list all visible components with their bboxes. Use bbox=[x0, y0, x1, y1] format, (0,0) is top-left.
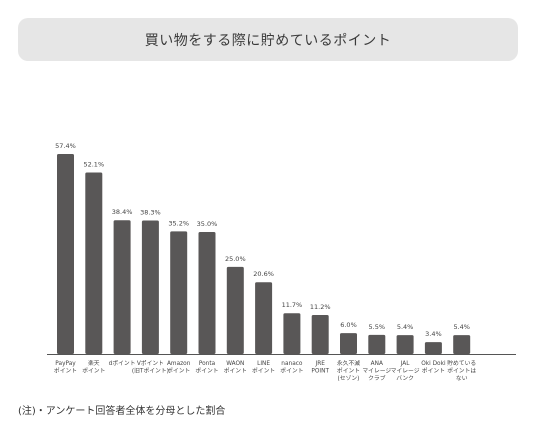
category-label-5: Ponta ポイント bbox=[195, 361, 218, 375]
value-label-10: 6.0% bbox=[340, 321, 357, 329]
value-label-4: 35.2% bbox=[168, 219, 189, 227]
category-label-13: Oki Doki ポイント bbox=[421, 361, 446, 375]
bar-7 bbox=[255, 282, 273, 354]
footnote: (注)・アンケート回答者全体を分母とした割合 bbox=[18, 406, 226, 417]
category-label-2: dポイント bbox=[109, 359, 136, 367]
bar-13 bbox=[424, 342, 442, 354]
category-label-14: 貯めているポイントはない bbox=[447, 359, 476, 382]
bar-3 bbox=[141, 220, 159, 354]
category-label-6: WAON ポイント bbox=[224, 361, 247, 375]
value-label-9: 11.2% bbox=[310, 303, 331, 311]
bar-8 bbox=[283, 313, 301, 354]
bar-12 bbox=[396, 335, 414, 354]
category-label-10: 永久不滅ポイント(セゾン) bbox=[337, 359, 360, 382]
bar-5 bbox=[198, 232, 216, 354]
bar-14 bbox=[453, 335, 471, 354]
bar-11 bbox=[368, 334, 386, 354]
value-label-6: 25.0% bbox=[225, 255, 246, 263]
value-label-11: 5.5% bbox=[369, 323, 386, 331]
chart-title: 買い物をする際に貯めているポイント bbox=[144, 32, 392, 49]
bar-9 bbox=[311, 314, 329, 354]
category-label-9: JRE POINT bbox=[311, 361, 329, 375]
bar-2 bbox=[113, 220, 131, 354]
value-label-1: 52.1% bbox=[83, 160, 104, 168]
bar-4 bbox=[170, 231, 188, 354]
value-label-5: 35.0% bbox=[197, 220, 218, 228]
category-label-0: PayPay ポイント bbox=[54, 361, 77, 375]
value-label-14: 5.4% bbox=[453, 323, 470, 331]
bar-1 bbox=[85, 172, 103, 354]
category-label-8: nanaco ポイント bbox=[280, 361, 303, 375]
category-label-12: JAL マイレージバンク bbox=[391, 361, 420, 382]
value-labels-group: 57.4% 52.1% 38.4% 38.3% 35.2% 35.0% 25.0% 20.6%… bbox=[55, 142, 470, 338]
value-label-13: 3.4% bbox=[425, 330, 442, 338]
category-label-11: ANA マイレージクラブ bbox=[362, 361, 391, 382]
bars-group bbox=[57, 154, 471, 354]
bar-0 bbox=[57, 154, 74, 354]
value-label-8: 11.7% bbox=[282, 301, 303, 309]
value-label-7: 20.6% bbox=[253, 270, 274, 278]
bar-10 bbox=[340, 333, 357, 354]
value-label-0: 57.4% bbox=[55, 142, 76, 150]
category-label-3: Vポイント(旧Tポイント) bbox=[132, 359, 169, 375]
category-label-4: Amazon ポイント bbox=[167, 361, 191, 375]
bar-6 bbox=[226, 266, 244, 354]
value-label-3: 38.3% bbox=[140, 209, 161, 217]
category-label-7: LINE ポイント bbox=[252, 361, 275, 375]
category-label-1: 楽天ポイント bbox=[82, 359, 105, 375]
value-label-12: 5.4% bbox=[397, 323, 414, 331]
value-label-2: 38.4% bbox=[112, 208, 133, 216]
chart-title-box: 買い物をする際に貯めているポイント bbox=[18, 18, 518, 61]
